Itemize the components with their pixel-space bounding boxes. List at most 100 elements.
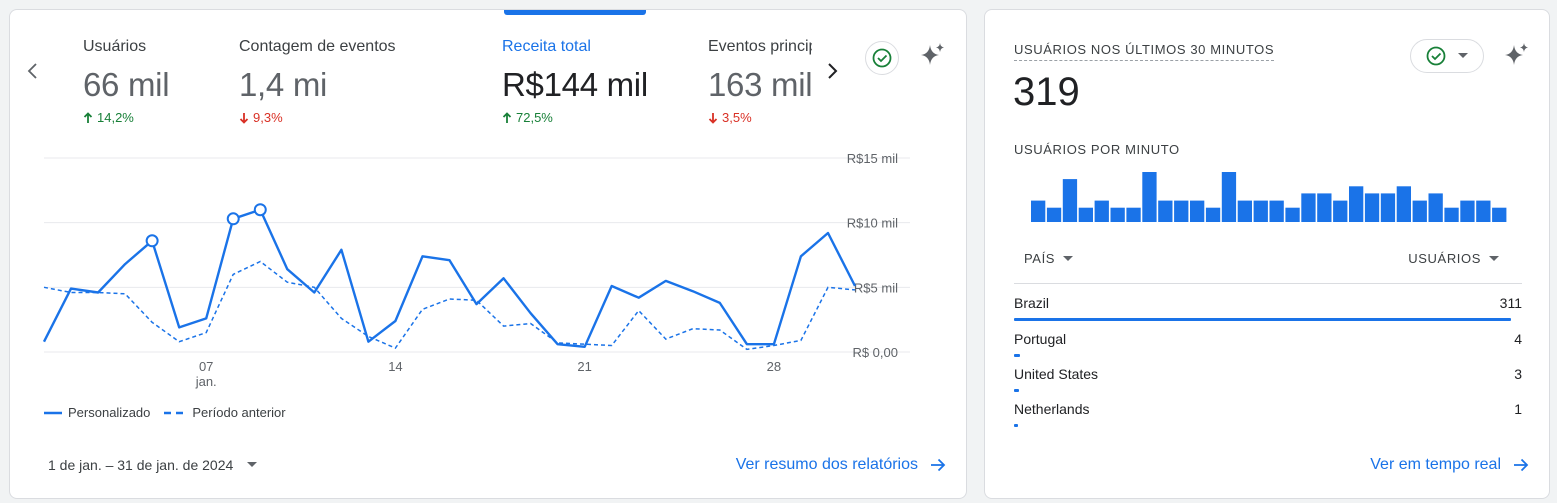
per-minute-title: USUÁRIOS POR MINUTO xyxy=(1014,142,1180,157)
realtime-insights-dropdown[interactable] xyxy=(1410,39,1484,73)
legend-item-previous: Período anterior xyxy=(164,405,286,420)
column-header-label: USUÁRIOS xyxy=(1408,251,1481,266)
minute-bar xyxy=(1031,200,1046,222)
row-users: 311 xyxy=(1499,295,1522,311)
x-tick-label: 21 xyxy=(577,359,591,374)
metric-change-value: 14,2% xyxy=(97,110,134,125)
sparkle-icon[interactable] xyxy=(1502,40,1532,70)
arrow-down-icon xyxy=(239,112,249,124)
row-share-bar xyxy=(1014,318,1511,321)
row-share-bar xyxy=(1014,389,1019,392)
metric-key-events[interactable]: Eventos principais 163 mil 3,5% xyxy=(708,38,812,125)
x-tick-label: 28 xyxy=(767,359,781,374)
metric-label: Usuários xyxy=(83,38,147,55)
arrow-up-icon xyxy=(83,111,93,123)
minute-bar xyxy=(1190,200,1205,222)
minute-bar xyxy=(1142,172,1157,222)
metric-value: 1,4 mi xyxy=(239,66,328,103)
solid-line-swatch xyxy=(44,411,62,414)
metric-label: Eventos principais xyxy=(708,38,812,55)
anomaly-marker xyxy=(226,212,240,226)
minute-bar xyxy=(1428,193,1443,222)
row-share-bar xyxy=(1014,424,1018,427)
arrow-drop-down-icon xyxy=(1489,255,1499,261)
arrow-drop-down-icon xyxy=(1458,53,1468,58)
row-country: Brazil xyxy=(1014,295,1050,311)
arrow-up-icon xyxy=(502,111,512,123)
realtime-user-count: 319 xyxy=(1013,70,1080,114)
minute-bar xyxy=(1094,200,1109,222)
minute-bar xyxy=(1412,200,1427,222)
users-column-header[interactable]: USUÁRIOS xyxy=(1408,251,1499,266)
minute-bar xyxy=(1476,200,1491,222)
metric-change: 72,5% xyxy=(502,110,648,125)
table-row: United States 3 xyxy=(1014,356,1522,392)
row-country: United States xyxy=(1014,366,1099,382)
minute-bar xyxy=(1492,207,1507,222)
minute-bar xyxy=(1205,207,1221,222)
users-per-minute-bar-chart xyxy=(1031,172,1507,222)
metric-label: Contagem de eventos xyxy=(239,38,396,55)
minute-bar xyxy=(1285,207,1300,222)
minute-bar xyxy=(1333,200,1348,222)
metric-value: R$144 mil xyxy=(502,66,648,103)
arrow-down-icon xyxy=(708,112,718,124)
arrow-drop-down-icon xyxy=(247,462,258,467)
next-metrics-button[interactable] xyxy=(817,56,847,86)
minute-bar xyxy=(1349,186,1364,222)
row-users: 4 xyxy=(1514,331,1522,347)
realtime-link-label: Ver em tempo real xyxy=(1370,456,1501,473)
minute-bar xyxy=(1444,207,1459,222)
realtime-link[interactable]: Ver em tempo real xyxy=(1370,456,1529,474)
minute-bar xyxy=(1110,207,1125,222)
metric-total-revenue[interactable]: Receita total R$144 mil 72,5% xyxy=(502,38,648,125)
minute-bar xyxy=(1062,179,1078,222)
realtime-title[interactable]: USUÁRIOS NOS ÚLTIMOS 30 MINUTOS xyxy=(1014,42,1275,61)
date-range-selector[interactable]: 1 de jan. – 31 de jan. de 2024 xyxy=(48,457,258,473)
minute-bar xyxy=(1221,172,1237,222)
x-tick-label: 07 xyxy=(199,359,213,374)
country-column-header[interactable]: PAÍS xyxy=(1024,251,1074,266)
legend-item-current: Personalizado xyxy=(44,405,150,420)
metric-event-count[interactable]: Contagem de eventos 1,4 mi 9,3% xyxy=(239,38,396,125)
minute-bar xyxy=(1046,207,1062,222)
realtime-card: USUÁRIOS NOS ÚLTIMOS 30 MINUTOS 319 USUÁ… xyxy=(984,9,1550,499)
metric-change-value: 9,3% xyxy=(253,110,283,125)
minute-bar xyxy=(1078,207,1093,222)
minute-bar xyxy=(1126,207,1141,222)
minute-bar xyxy=(1460,200,1475,222)
chevron-right-icon xyxy=(828,63,838,79)
metric-label: Receita total xyxy=(502,38,591,55)
row-users: 1 xyxy=(1514,401,1522,417)
minute-bar xyxy=(1364,193,1380,222)
minute-bar xyxy=(1396,186,1411,222)
metric-change-value: 72,5% xyxy=(516,110,553,125)
legend-label: Personalizado xyxy=(68,405,151,420)
metric-change: 9,3% xyxy=(239,110,396,125)
minute-bar xyxy=(1301,193,1316,222)
sparkle-icon[interactable] xyxy=(918,40,948,70)
metric-value: 66 mil xyxy=(83,66,170,103)
anomaly-marker xyxy=(145,234,159,248)
insights-check-button[interactable] xyxy=(865,41,899,75)
metric-change: 14,2% xyxy=(83,110,169,125)
minute-bar xyxy=(1269,200,1284,222)
overview-card: Usuários 66 mil 14,2% Contagem de evento… xyxy=(9,9,967,499)
metric-users[interactable]: Usuários 66 mil 14,2% xyxy=(83,38,170,125)
minute-bar xyxy=(1174,200,1189,222)
view-reports-link-label: Ver resumo dos relatórios xyxy=(735,456,918,473)
minute-bar xyxy=(1253,200,1268,222)
table-row: Netherlands 1 xyxy=(1014,391,1522,427)
series-line-previous xyxy=(43,260,856,351)
view-reports-link[interactable]: Ver resumo dos relatórios xyxy=(736,456,946,474)
x-tick-sublabel: jan. xyxy=(195,374,217,389)
arrow-right-icon xyxy=(1514,458,1529,472)
minute-bar xyxy=(1237,200,1252,222)
chevron-left-icon xyxy=(27,63,37,79)
y-tick-label: R$5 mil xyxy=(854,280,898,295)
arrow-right-icon xyxy=(931,458,946,472)
minute-bar xyxy=(1158,200,1173,222)
prev-metrics-button[interactable] xyxy=(18,56,48,86)
y-tick-label: R$15 mil xyxy=(847,151,898,166)
